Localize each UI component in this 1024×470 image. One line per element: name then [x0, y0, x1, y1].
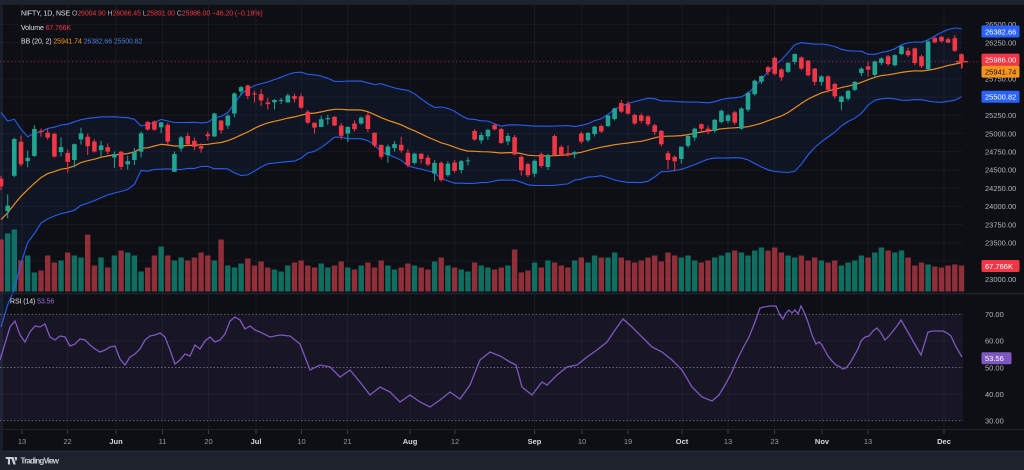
svg-text:Oct: Oct	[676, 437, 689, 446]
svg-text:23: 23	[770, 437, 778, 446]
svg-text:50.00: 50.00	[985, 363, 1004, 372]
svg-text:26500.00: 26500.00	[985, 20, 1016, 29]
svg-text:13: 13	[18, 437, 26, 446]
svg-text:10: 10	[578, 437, 586, 446]
svg-text:70.00: 70.00	[985, 310, 1004, 319]
svg-text:19: 19	[624, 437, 632, 446]
svg-text:23000.00: 23000.00	[985, 275, 1016, 284]
svg-text:24500.00: 24500.00	[985, 166, 1016, 175]
svg-text:24250.00: 24250.00	[985, 184, 1016, 193]
svg-text:24000.00: 24000.00	[985, 202, 1016, 211]
svg-text:30.00: 30.00	[985, 417, 1004, 426]
svg-text:Aug: Aug	[403, 437, 418, 446]
svg-text:10: 10	[297, 437, 305, 446]
svg-text:Dec: Dec	[937, 437, 951, 446]
svg-text:25986.00: 25986.00	[985, 55, 1016, 64]
svg-text:25500.82: 25500.82	[985, 93, 1016, 102]
svg-text:23750.00: 23750.00	[985, 220, 1016, 229]
svg-text:60.00: 60.00	[985, 337, 1004, 346]
svg-text:53.56: 53.56	[985, 354, 1004, 363]
svg-text:26382.66: 26382.66	[985, 27, 1016, 36]
svg-text:22: 22	[63, 437, 71, 446]
svg-text:13: 13	[724, 437, 732, 446]
svg-text:25250.00: 25250.00	[985, 111, 1016, 120]
svg-text:24750.00: 24750.00	[985, 148, 1016, 157]
svg-text:NIFTY, 1D, NSE O26004.90 H2606: NIFTY, 1D, NSE O26004.90 H26066.45 L2589…	[21, 11, 263, 18]
svg-text:TradingView: TradingView	[21, 457, 60, 466]
svg-text:67.766K: 67.766K	[985, 262, 1013, 271]
svg-text:BB (20, 2) 25941.74 26382.66 2: BB (20, 2) 25941.74 26382.66 25500.82	[21, 39, 142, 46]
svg-text:Jul: Jul	[251, 437, 262, 446]
svg-text:26250.00: 26250.00	[985, 38, 1016, 47]
svg-text:11: 11	[159, 437, 167, 446]
svg-text:Jun: Jun	[109, 437, 123, 446]
svg-text:25750.00: 25750.00	[985, 75, 1016, 84]
svg-text:Volume 67.766K: Volume 67.766K	[21, 25, 71, 32]
svg-text:25941.74: 25941.74	[985, 67, 1016, 76]
svg-text:23500.00: 23500.00	[985, 239, 1016, 248]
svg-text:12: 12	[451, 437, 459, 446]
svg-text:40.00: 40.00	[985, 390, 1004, 399]
svg-text:Sep: Sep	[528, 437, 542, 446]
svg-text:RSI (14) 53.56: RSI (14) 53.56	[10, 299, 54, 306]
svg-text:21: 21	[343, 437, 351, 446]
svg-text:13: 13	[864, 437, 872, 446]
svg-text:20: 20	[204, 437, 212, 446]
svg-text:Nov: Nov	[815, 437, 830, 446]
svg-text:25000.00: 25000.00	[985, 129, 1016, 138]
